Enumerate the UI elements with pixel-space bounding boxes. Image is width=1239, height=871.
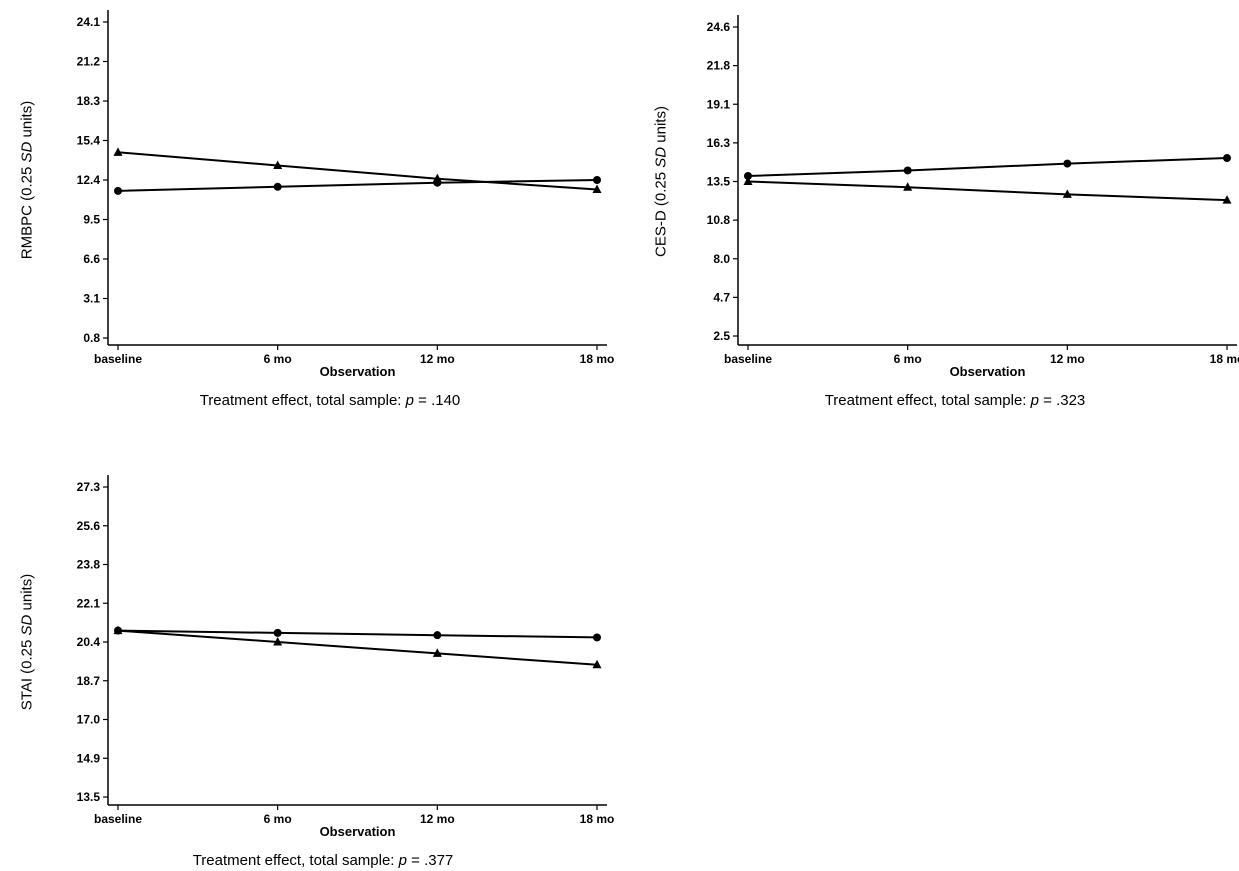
series-line-circle [117,179,598,192]
y-tick-label: 21.2 [77,55,101,69]
y-tick-label: 22.1 [77,596,101,610]
x-tick-label: 18 mo [1210,352,1239,366]
series-line-triangle [117,629,598,666]
y-tick-label: 3.1 [83,292,100,306]
data-point-circle [273,182,282,191]
y-tick-label: 0.8 [83,331,100,345]
data-point-circle [1063,159,1072,168]
x-axis-title: Observation [320,364,396,379]
y-tick-label: 13.5 [707,175,731,189]
y-tick-label: 6.6 [83,252,100,266]
panel-caption: Treatment effect, total sample: p = .140 [200,392,461,409]
panel-caption: Treatment effect, total sample: p = .323 [825,392,1086,409]
data-point-triangle [903,182,913,191]
y-axis-title-part: units) [18,574,35,615]
y-axis-title-italic: SD [18,141,35,162]
data-point-circle [433,631,442,640]
panel-caption-italic: p [398,852,407,869]
x-tick-label: baseline [94,352,142,366]
y-tick-label: 9.5 [83,213,100,227]
series-line-triangle [747,180,1228,202]
panel-caption-italic: p [405,392,414,409]
data-point-triangle [432,648,442,657]
x-axis-title: Observation [320,824,396,839]
chart-panel-1: 24.1 21.2 18.3 15.4 12.4 9.5 6.6 3.1 0.8 baseline… [18,10,614,409]
panel-caption-part: = .377 [407,852,453,869]
y-tick-label: 2.5 [713,329,730,343]
y-tick-label: 17.0 [77,713,101,727]
panel-caption-part: Treatment effect, total sample: [193,852,399,869]
data-point-circle [114,186,122,195]
y-axis-title-italic: SD [652,147,669,168]
data-point-triangle [273,637,283,646]
y-tick-label: 25.6 [77,519,101,533]
series-line-triangle [117,151,598,191]
data-point-circle [433,178,442,187]
y-axis-title: CES-D (0.25 SD units) [652,106,669,257]
y-axis-title-part: RMBPC (0.25 [18,163,35,260]
series-line-circle [747,157,1228,177]
chart-panel-2: 24.6 21.8 19.1 16.3 13.5 10.8 8.0 4.7 2.5 baselin… [652,15,1239,409]
x-tick-label: 12 mo [420,812,455,826]
panel-caption-part: Treatment effect, total sample: [200,392,406,409]
x-tick-label: 12 mo [1050,352,1085,366]
data-point-triangle [1062,189,1072,198]
data-point-triangle [273,160,283,170]
chart-panel-3: 27.3 25.6 23.8 22.1 20.4 18.7 17.0 14.9 13.5 base… [18,475,614,869]
y-tick-label: 18.3 [77,94,101,108]
y-tick-label: 23.8 [77,558,101,572]
y-tick-label: 8.0 [713,252,730,266]
y-tick-label: 14.9 [77,751,101,765]
panel-caption-italic: p [1030,392,1039,409]
x-axis-title: Observation [950,364,1026,379]
y-tick-label: 19.1 [707,97,731,111]
panel-caption-part: Treatment effect, total sample: [825,392,1031,409]
y-axis-title: RMBPC (0.25 SD units) [18,101,35,259]
y-tick-label: 4.7 [713,290,730,304]
data-point-circle [1223,154,1231,163]
series-line-circle [117,629,598,639]
y-tick-label: 20.4 [77,635,101,649]
x-tick-label: 6 mo [264,812,292,826]
y-tick-label: 24.6 [707,20,731,34]
panel-caption-part: = .323 [1039,392,1085,409]
y-tick-label: 18.7 [77,674,101,688]
data-point-triangle [592,184,602,194]
panel-caption-part: = .140 [414,392,460,409]
y-tick-label: 12.4 [77,173,101,187]
data-point-circle [593,633,601,642]
data-point-circle [114,626,122,635]
y-tick-label: 15.4 [77,134,101,148]
x-tick-label: baseline [94,812,142,826]
data-point-circle [744,171,752,180]
data-point-circle [903,166,912,175]
panel-caption: Treatment effect, total sample: p = .377 [193,852,454,869]
x-tick-label: 12 mo [420,352,455,366]
data-point-triangle [592,659,602,669]
x-tick-label: 6 mo [894,352,922,366]
x-tick-label: baseline [724,352,772,366]
y-tick-label: 27.3 [77,480,101,494]
y-axis-title-part: CES-D (0.25 [652,168,669,257]
x-tick-label: 6 mo [264,352,292,366]
y-axis-title: STAI (0.25 SD units) [18,574,35,710]
data-point-triangle [1222,195,1232,204]
data-point-triangle [743,176,753,185]
y-tick-label: 16.3 [707,136,731,150]
y-tick-label: 13.5 [77,790,101,804]
x-tick-label: 18 mo [580,812,615,826]
y-tick-label: 21.8 [707,59,731,73]
y-tick-label: 10.8 [707,213,731,227]
data-point-circle [593,176,601,184]
x-tick-label: 18 mo [580,352,615,366]
y-tick-label: 24.1 [77,15,101,29]
y-axis-title-part: units) [652,106,669,147]
data-point-triangle [113,147,123,156]
y-axis-title-part: STAI (0.25 [18,635,35,710]
data-point-circle [273,628,282,637]
y-axis-title-part: units) [18,101,35,142]
y-axis-title-italic: SD [18,614,35,635]
